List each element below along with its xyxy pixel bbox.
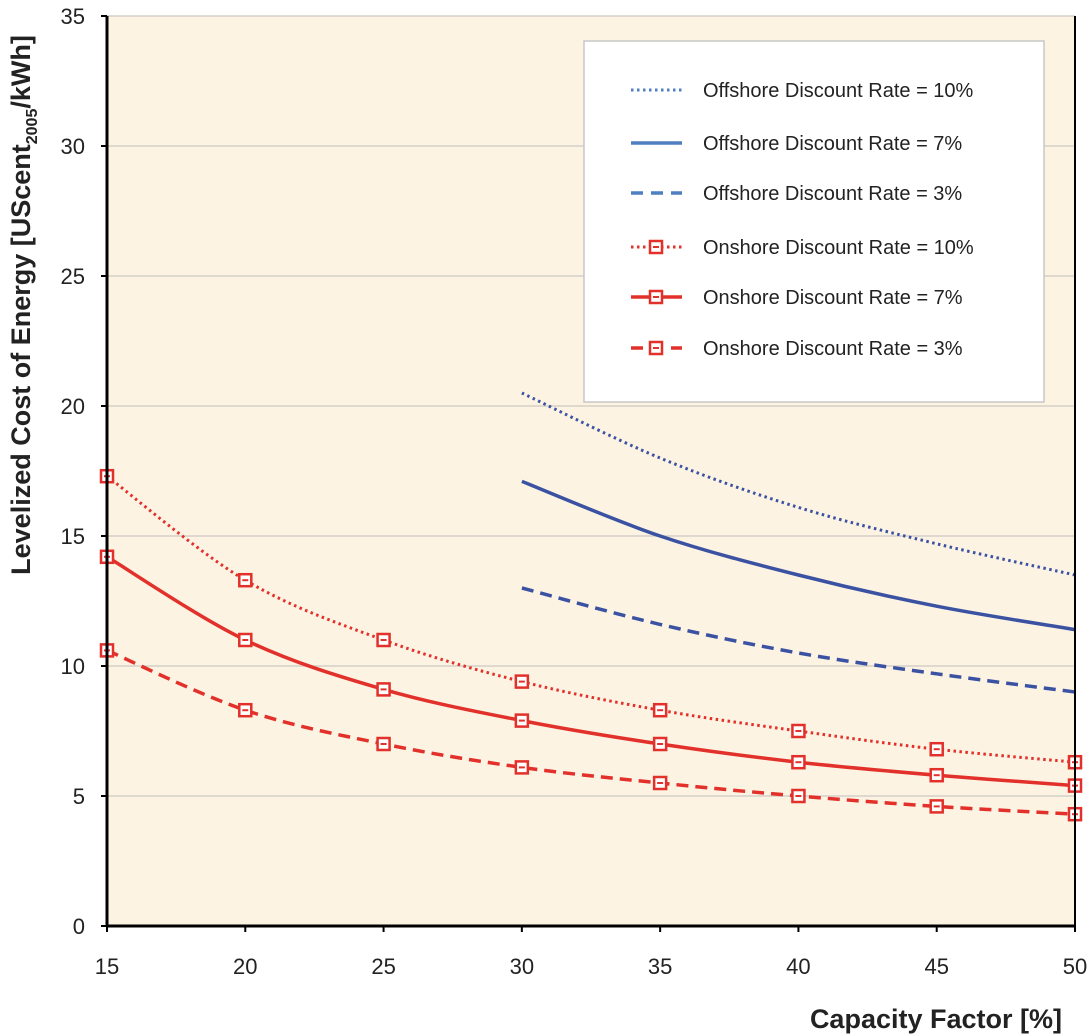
x-tick-label-45: 45 [924, 954, 948, 979]
legend-label-2: Offshore Discount Rate = 3% [703, 183, 962, 205]
y-axis-title: Levelized Cost of Energy [UScent2005/kWh… [6, 35, 41, 575]
y-tick-label-5: 5 [73, 784, 85, 809]
x-tick-label-40: 40 [786, 954, 810, 979]
legend-item-2: Offshore Discount Rate = 3% [631, 183, 962, 205]
legend-item-3: Onshore Discount Rate = 10% [631, 237, 974, 259]
series-0-point-1 [659, 457, 662, 460]
legend-label-4: Onshore Discount Rate = 7% [703, 287, 963, 309]
legend-items: Offshore Discount Rate = 10% Offshore Dis… [631, 80, 974, 360]
x-tick-label-25: 25 [371, 954, 395, 979]
y-tick-labels: 0 5 10 15 20 25 30 35 [61, 4, 85, 939]
series-1-point-0 [520, 480, 523, 483]
y-tick-label-0: 0 [73, 914, 85, 939]
series-2-point-3 [935, 672, 938, 675]
series-1-point-1 [659, 535, 662, 538]
legend-label-3: Onshore Discount Rate = 10% [703, 237, 974, 259]
axes [101, 15, 1076, 932]
series-0 [520, 391, 1076, 577]
series-3 [99, 468, 1083, 770]
series-group [99, 391, 1083, 822]
legend-label-1: Offshore Discount Rate = 7% [703, 133, 962, 155]
y-tick-label-35: 35 [61, 4, 85, 29]
y-tick-label-20: 20 [61, 394, 85, 419]
series-0-point-0 [520, 392, 523, 395]
y-tick-label-15: 15 [61, 524, 85, 549]
series-0-point-3 [935, 542, 938, 545]
series-line-3 [106, 475, 1076, 764]
legend-item-4: Onshore Discount Rate = 7% [631, 287, 963, 309]
y-axis-title-subscript: 2005 [24, 109, 41, 145]
legend: Offshore Discount Rate = 10% Offshore Dis… [583, 40, 1045, 403]
x-axis-title: Capacity Factor [%] [810, 1004, 1062, 1034]
x-tick-labels: 15 20 25 30 35 40 45 50 [95, 954, 1087, 979]
y-tick-label-30: 30 [61, 134, 85, 159]
series-1-point-3 [935, 605, 938, 608]
legend-item-1: Offshore Discount Rate = 7% [631, 133, 962, 155]
series-0-point-2 [797, 506, 800, 509]
x-tick-label-50: 50 [1063, 954, 1087, 979]
series-5 [99, 643, 1083, 822]
x-tick-label-35: 35 [648, 954, 672, 979]
series-4 [99, 549, 1083, 793]
legend-label-0: Offshore Discount Rate = 10% [703, 80, 974, 102]
y-axis-title-main: Levelized Cost of Energy [UScent [6, 144, 36, 575]
x-tick-label-20: 20 [233, 954, 257, 979]
x-tick-label-30: 30 [510, 954, 534, 979]
x-tick-label-15: 15 [95, 954, 119, 979]
legend-item-5: Onshore Discount Rate = 3% [631, 338, 963, 360]
legend-label-5: Onshore Discount Rate = 3% [703, 338, 963, 360]
series-2-point-1 [659, 623, 662, 626]
series-1 [520, 479, 1076, 632]
series-line-0 [521, 391, 1076, 577]
series-2-point-2 [797, 652, 800, 655]
y-tick-label-10: 10 [61, 654, 85, 679]
y-axis-title-end: /kWh] [6, 35, 36, 109]
series-line-1 [521, 479, 1076, 632]
series-1-point-2 [797, 574, 800, 577]
y-tick-label-25: 25 [61, 264, 85, 289]
legend-item-0: Offshore Discount Rate = 10% [631, 80, 974, 102]
series-2-point-0 [520, 587, 523, 590]
